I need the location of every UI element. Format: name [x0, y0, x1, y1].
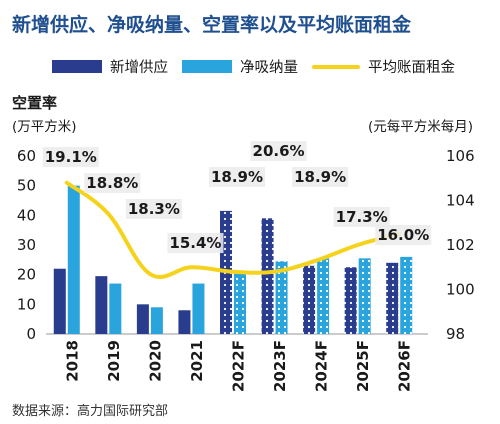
bar-new-supply	[95, 276, 108, 334]
x-tick-label: 2023F	[271, 340, 289, 392]
vacancy-label-bg	[167, 233, 224, 253]
bar-net-absorption	[400, 256, 413, 334]
left-axis-tick-label: 20	[17, 266, 36, 284]
legend-item-absorption: 净吸纳量	[182, 56, 298, 77]
vacancy-rate-label: 15.4%	[169, 234, 221, 252]
left-axis-tick-label: 0	[26, 325, 36, 343]
bar-net-absorption	[192, 283, 205, 334]
vacancy-rate-label: 19.1%	[45, 148, 97, 166]
bar-net-absorption	[67, 185, 80, 334]
legend-label-supply: 新增供应	[110, 60, 168, 76]
vacancy-rate-label: 18.9%	[294, 168, 346, 186]
bar-new-supply	[303, 265, 316, 334]
vacancy-axis-title: 空置率	[12, 94, 58, 112]
bar-net-absorption	[234, 271, 246, 334]
legend-item-supply: 新增供应	[52, 56, 168, 77]
chart-title: 新增供应、净吸纳量、空置率以及平均账面租金	[12, 14, 412, 36]
vacancy-label-bg	[250, 141, 307, 161]
source-note: 数据来源：高力国际研究部	[12, 404, 169, 419]
vacancy-rate-label: 16.0%	[377, 226, 429, 244]
vacancy-rate-label: 17.3%	[336, 208, 388, 226]
legend-label-absorption: 净吸纳量	[240, 60, 298, 76]
left-axis-tick-label: 60	[17, 147, 36, 165]
legend-swatch-supply	[52, 60, 102, 73]
right-axis-tick-label: 100	[446, 281, 475, 299]
legend: 新增供应 净吸纳量 平均账面租金	[52, 56, 469, 77]
vacancy-rate-label: 18.9%	[211, 168, 263, 186]
x-tick-label: 2025F	[354, 340, 372, 392]
left-axis-tick-label: 10	[17, 295, 36, 313]
vacancy-rate-label: 20.6%	[253, 142, 305, 160]
right-axis-tick-label: 104	[446, 192, 475, 210]
x-tick-label: 2026F	[396, 340, 414, 392]
left-axis-tick-label: 50	[17, 177, 36, 195]
right-axis-tick-label: 98	[446, 325, 465, 343]
legend-swatch-absorption	[182, 60, 232, 73]
right-axis-tick-label: 102	[446, 236, 475, 254]
vacancy-label-bg	[375, 225, 432, 245]
bar-new-supply	[136, 304, 149, 334]
right-axis-unit: (元每平方米每月)	[368, 119, 474, 135]
legend-swatch-rent	[312, 64, 360, 69]
x-tick-label: 2024F	[313, 340, 331, 392]
vacancy-label-bg	[125, 199, 182, 219]
x-tick-label: 2019	[105, 340, 123, 382]
vacancy-rate-label: 18.3%	[128, 200, 180, 218]
vacancy-label-bg	[42, 147, 99, 167]
legend-label-rent: 平均账面租金	[368, 60, 455, 76]
bar-new-supply	[178, 310, 191, 334]
legend-item-rent: 平均账面租金	[312, 56, 455, 77]
left-axis-tick-label: 30	[17, 236, 36, 254]
x-tick-label: 2022F	[230, 340, 248, 392]
line-avg-rent	[64, 180, 402, 279]
bar-net-absorption	[317, 258, 330, 334]
x-tick-label: 2020	[146, 340, 164, 382]
left-axis-unit: (万平方米)	[12, 119, 77, 135]
bar-net-absorption	[275, 261, 288, 334]
bar-net-absorption	[109, 283, 122, 334]
bar-net-absorption	[150, 307, 163, 334]
right-axis-tick-label: 106	[446, 147, 475, 165]
vacancy-label-bg	[292, 167, 349, 187]
vacancy-label-bg	[208, 167, 266, 187]
left-axis-tick-label: 40	[17, 206, 36, 224]
bar-new-supply	[261, 218, 274, 334]
x-tick-label: 2018	[63, 340, 81, 382]
bar-new-supply	[53, 268, 66, 334]
bar-new-supply	[386, 262, 399, 334]
bar-net-absorption	[358, 258, 371, 334]
vacancy-rate-label: 18.8%	[86, 174, 138, 192]
vacancy-label-bg	[333, 207, 390, 227]
vacancy-label-bg	[84, 173, 141, 193]
x-tick-label: 2021	[188, 340, 206, 382]
bar-new-supply	[344, 267, 357, 334]
